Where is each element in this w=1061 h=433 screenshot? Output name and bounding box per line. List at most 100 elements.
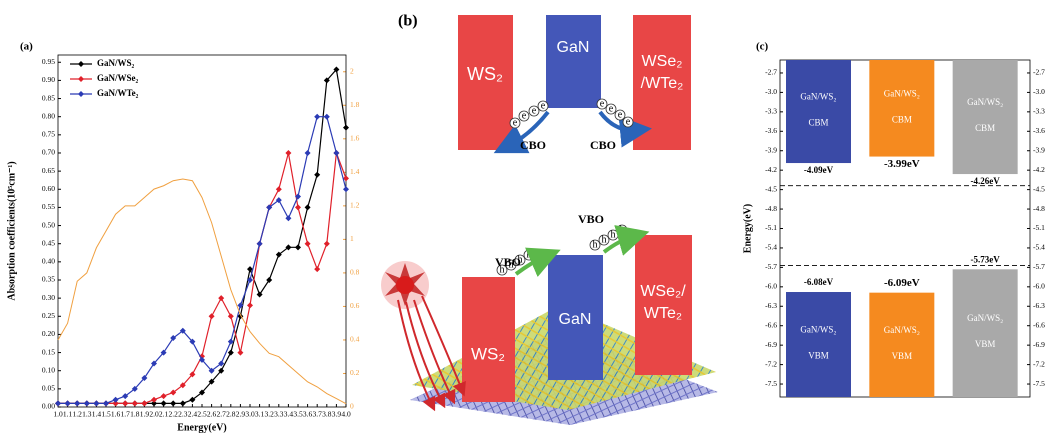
marker: [112, 400, 119, 407]
y2-tick-label: 0.2: [350, 368, 360, 377]
series-line: [57, 178, 347, 405]
marker: [160, 400, 167, 407]
marker: [247, 266, 253, 273]
x-tick-label: 1.8: [130, 410, 140, 419]
y-tick-label: -2.7: [765, 68, 777, 77]
panel-label: (a): [20, 41, 33, 53]
x-tick-label: 3.3: [274, 410, 284, 419]
x-tick-label: 2.2: [169, 410, 179, 419]
electron-label: e: [618, 109, 623, 120]
marker: [314, 113, 321, 120]
hole-label: h: [611, 229, 616, 240]
x-tick-label: 2.5: [197, 410, 207, 419]
marker: [179, 382, 186, 389]
hole-circle: [496, 264, 508, 276]
y-tick-label-right: -5.1: [1033, 223, 1045, 232]
marker: [160, 349, 167, 356]
marker: [208, 367, 215, 374]
panel-label: (b): [398, 13, 418, 30]
y-tick-label: -3.9: [765, 145, 777, 154]
block-label: WSe₂/: [640, 283, 686, 300]
cbo-label: CBO: [590, 138, 616, 152]
marker: [266, 276, 273, 283]
y-tick-label: 0.90: [42, 75, 55, 84]
value-label: -6.08eV: [804, 277, 834, 287]
x-tick-label: 3.8: [322, 410, 332, 419]
marker: [295, 193, 301, 200]
marker: [304, 149, 311, 156]
sun: [396, 276, 414, 294]
hole-label: h: [509, 259, 514, 270]
light-arrow: [413, 299, 456, 405]
marker: [131, 400, 138, 407]
x-tick-label: 2.3: [178, 410, 188, 419]
y-tick-label: -5.1: [765, 223, 777, 232]
y-tick-label: 0.65: [42, 166, 55, 175]
marker: [323, 240, 330, 247]
marker: [227, 349, 234, 356]
cbo-label: CBO: [520, 138, 546, 152]
y2-tick-label: 0.4: [350, 335, 360, 344]
marker: [295, 244, 301, 251]
x-tick-label: 3.6: [303, 410, 313, 419]
marker: [189, 371, 196, 378]
legend-label: GaN/WSe₂: [97, 73, 139, 83]
y-tick-label: 0.85: [42, 93, 55, 102]
y-tick-label-right: -3.6: [1033, 126, 1045, 135]
series-line: [58, 152, 347, 404]
marker: [64, 400, 71, 407]
light-arrow: [397, 299, 436, 412]
light-arrow: [421, 295, 466, 397]
x-tick-label: 2.9: [236, 410, 246, 419]
bar-category: GaN/WS₂: [967, 97, 1003, 107]
marker: [343, 124, 349, 131]
marker: [256, 240, 263, 247]
x-tick-label: 2.1: [159, 410, 169, 419]
hole-circle: [598, 234, 610, 246]
marker: [285, 149, 292, 156]
bar-category: GaN/WS₂: [884, 88, 920, 98]
electron-circle: [622, 116, 634, 128]
y-tick-label: -4.2: [765, 165, 777, 174]
x-tick-label: 1.3: [82, 410, 92, 419]
y-tick-label-right: -4.5: [1033, 184, 1045, 193]
marker: [237, 302, 244, 309]
marker: [256, 291, 263, 298]
marker: [179, 400, 186, 407]
marker: [333, 149, 340, 156]
marker: [275, 197, 282, 204]
x-tick-label: 1.2: [73, 410, 83, 419]
y-tick-label: -5.4: [765, 243, 777, 252]
electron-label: e: [600, 98, 605, 109]
y-tick-label: -5.7: [765, 262, 777, 271]
marker: [266, 204, 273, 211]
y-tick-label: 0.35: [42, 275, 55, 284]
x-tick-label: 2.8: [226, 410, 236, 419]
bar: [786, 292, 851, 397]
marker: [314, 266, 321, 273]
y-tick-label: -3.0: [765, 87, 777, 96]
electron-label: e: [541, 100, 546, 111]
marker: [141, 374, 148, 381]
bar: [952, 60, 1018, 175]
y-tick-label: 0.95: [42, 57, 55, 66]
y-tick-label: -6.0: [765, 282, 777, 291]
marker: [170, 400, 177, 407]
x-tick-label: 3.0: [245, 410, 255, 419]
marker: [304, 204, 311, 211]
gan-block: [546, 15, 601, 108]
marker: [151, 396, 157, 403]
y-tick-label: 0.20: [42, 329, 55, 338]
marker: [323, 77, 330, 84]
bar: [952, 269, 1018, 397]
bar: [786, 60, 851, 164]
x-tick-label: 1.7: [121, 410, 131, 419]
y2-tick-label: 1.2: [350, 201, 360, 210]
marker: [199, 389, 205, 396]
marker: [285, 244, 292, 251]
block-label: WS₂: [471, 344, 505, 363]
marker: [343, 175, 349, 182]
y2-tick-label: 1: [350, 234, 354, 243]
marker: [285, 215, 292, 222]
marker: [189, 338, 196, 345]
